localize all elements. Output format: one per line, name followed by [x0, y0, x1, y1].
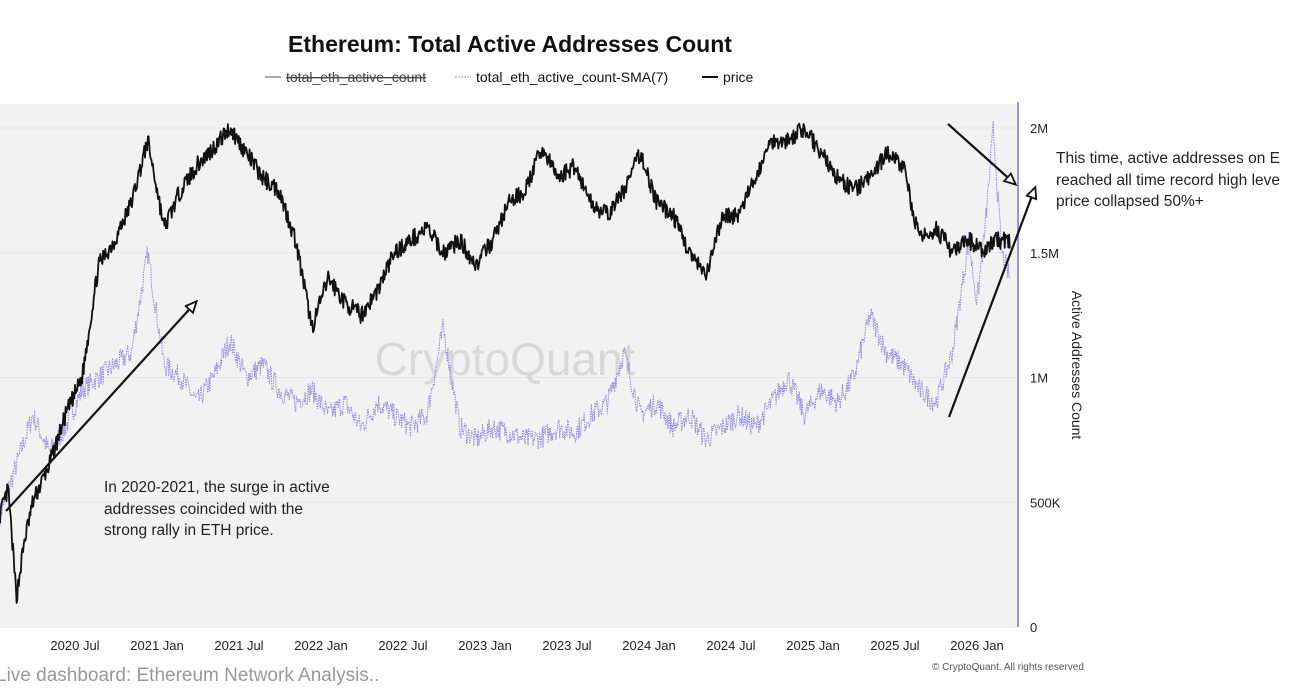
x-tick-label: 2024 Jul	[706, 638, 755, 653]
x-tick-label: 2024 Jan	[622, 638, 676, 653]
footer-link[interactable]: Live dashboard: Ethereum Network Analysi…	[0, 665, 379, 686]
right-annotation-line: reached all time record high leve	[1056, 172, 1280, 189]
y-axis-right: 0 500K 1M 1.5M 2M	[1030, 121, 1061, 635]
series-line-price	[0, 122, 1011, 604]
x-tick-label: 2023 Jan	[458, 638, 512, 653]
copyright: © CryptoQuant. All rights reserved	[932, 662, 1084, 673]
left-annotation-line: In 2020-2021, the surge in active	[104, 479, 330, 496]
x-tick-label: 2026 Jan	[950, 638, 1004, 653]
x-tick-label: 2023 Jul	[542, 638, 591, 653]
x-tick-label: 2021 Jan	[130, 638, 184, 653]
series-line-sma	[0, 121, 1011, 527]
watermark: CryptoQuant	[375, 333, 636, 385]
arrow-down-right	[947, 123, 1015, 184]
right-annotation-line: This time, active addresses on E	[1056, 150, 1280, 167]
y-axis-label: Active Addresses Count	[1069, 291, 1085, 440]
x-tick-label: 2025 Jul	[870, 638, 919, 653]
y-tick-label: 1M	[1030, 371, 1048, 386]
x-tick-label: 2021 Jul	[214, 638, 263, 653]
legend-label-sma[interactable]: total_eth_active_count-SMA(7)	[476, 69, 668, 85]
x-tick-label: 2025 Jan	[786, 638, 840, 653]
arrow-up-right	[947, 188, 1035, 418]
x-axis: 2020 Jul 2021 Jan 2021 Jul 2022 Jan 2022 Jul…	[50, 638, 1003, 653]
y-tick-label: 0	[1030, 620, 1037, 635]
legend-label-active-count[interactable]: total_eth_active_count	[286, 69, 426, 85]
y-tick-label: 500K	[1030, 495, 1061, 510]
right-annotation-line: price collapsed 50%+	[1056, 193, 1204, 210]
arrow-up-left	[5, 302, 196, 512]
y-tick-label: 2M	[1030, 121, 1048, 136]
legend: total_eth_active_count total_eth_active_…	[265, 69, 754, 85]
chart-title: Ethereum: Total Active Addresses Count	[288, 31, 732, 57]
y-tick-label: 1.5M	[1030, 246, 1059, 261]
legend-label-price[interactable]: price	[723, 69, 754, 85]
left-annotation-line: strong rally in ETH price.	[104, 522, 274, 539]
left-annotation: In 2020-2021, the surge in active addres…	[104, 479, 334, 539]
right-annotation: This time, active addresses on E reached…	[1056, 150, 1284, 210]
x-tick-label: 2022 Jul	[378, 638, 427, 653]
x-tick-label: 2022 Jan	[294, 638, 348, 653]
x-tick-label: 2020 Jul	[50, 638, 99, 653]
left-annotation-line: addresses coincided with the	[104, 501, 303, 518]
